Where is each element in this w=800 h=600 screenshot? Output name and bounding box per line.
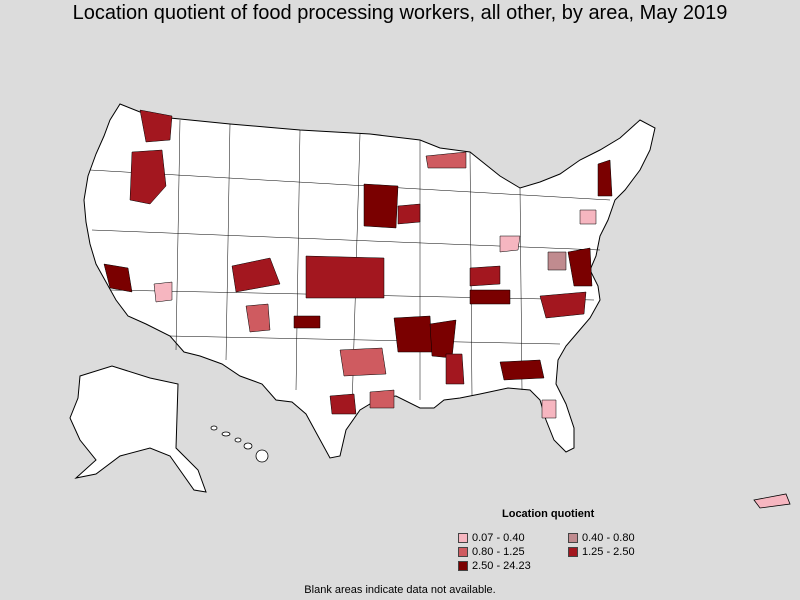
puerto-rico (753, 493, 791, 509)
legend-swatch (568, 533, 578, 543)
legend-label: 0.40 - 0.80 (582, 532, 635, 544)
area-oklahoma (293, 315, 321, 329)
area-arizona (153, 281, 173, 303)
legend-item: 0.07 - 0.40 (458, 532, 525, 544)
area-alabama (445, 353, 465, 385)
legend-swatch (568, 547, 578, 557)
area-kentucky (469, 265, 501, 287)
legend-label: 0.07 - 0.40 (472, 532, 525, 544)
area-vermont (597, 159, 613, 197)
legend-swatch (458, 561, 468, 571)
colored-areas (103, 109, 613, 419)
area-ohio (499, 235, 521, 253)
legend-swatch (458, 533, 468, 543)
area-wisconsin (397, 203, 421, 225)
area-virginia (547, 251, 567, 271)
legend-item: 0.40 - 0.80 (568, 532, 635, 544)
area-louisiana (369, 389, 395, 409)
area-arkansas (393, 315, 433, 353)
area-washington (139, 109, 173, 143)
legend-swatch (458, 547, 468, 557)
area-tennessee (469, 289, 511, 305)
area-kansas (305, 255, 385, 299)
area-georgia (499, 359, 545, 381)
area-mississippi (429, 319, 457, 359)
area-texas-coast (329, 393, 357, 415)
area-california (103, 263, 133, 293)
legend-label: 1.25 - 2.50 (582, 546, 635, 558)
area-michigan (425, 151, 467, 169)
area-oregon (129, 149, 167, 205)
alaska (69, 365, 207, 493)
legend-item: 0.80 - 1.25 (458, 546, 525, 558)
area-colorado (231, 257, 281, 293)
map-title: Location quotient of food processing wor… (72, 2, 728, 24)
footnote: Blank areas indicate data not available. (304, 584, 496, 596)
area-new-mexico (245, 303, 271, 333)
hawaii (210, 425, 269, 463)
area-florida (541, 399, 557, 419)
area-maryland (567, 247, 593, 287)
legend-item: 1.25 - 2.50 (568, 546, 635, 558)
area-pennsylvania (579, 209, 597, 225)
area-north-carolina (539, 291, 587, 319)
area-minnesota (363, 183, 399, 229)
legend-item: 2.50 - 24.23 (458, 560, 531, 572)
legend-title: Location quotient (502, 508, 595, 520)
area-texas-east (339, 347, 387, 377)
legend-label: 2.50 - 24.23 (472, 560, 531, 572)
legend-label: 0.80 - 1.25 (472, 546, 525, 558)
